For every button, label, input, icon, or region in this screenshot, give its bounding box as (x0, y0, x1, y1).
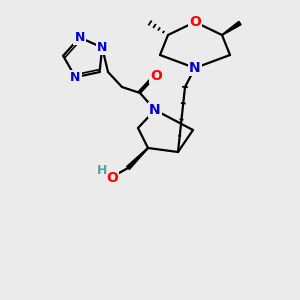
Polygon shape (222, 21, 241, 35)
Text: N: N (189, 61, 201, 75)
Text: H: H (97, 164, 107, 178)
Text: N: N (97, 41, 107, 54)
Text: N: N (149, 103, 161, 117)
Text: N: N (70, 71, 81, 84)
Text: O: O (189, 15, 201, 29)
Text: O: O (106, 171, 118, 185)
Text: O: O (150, 69, 162, 83)
Text: N: N (74, 31, 85, 44)
Polygon shape (127, 148, 148, 170)
